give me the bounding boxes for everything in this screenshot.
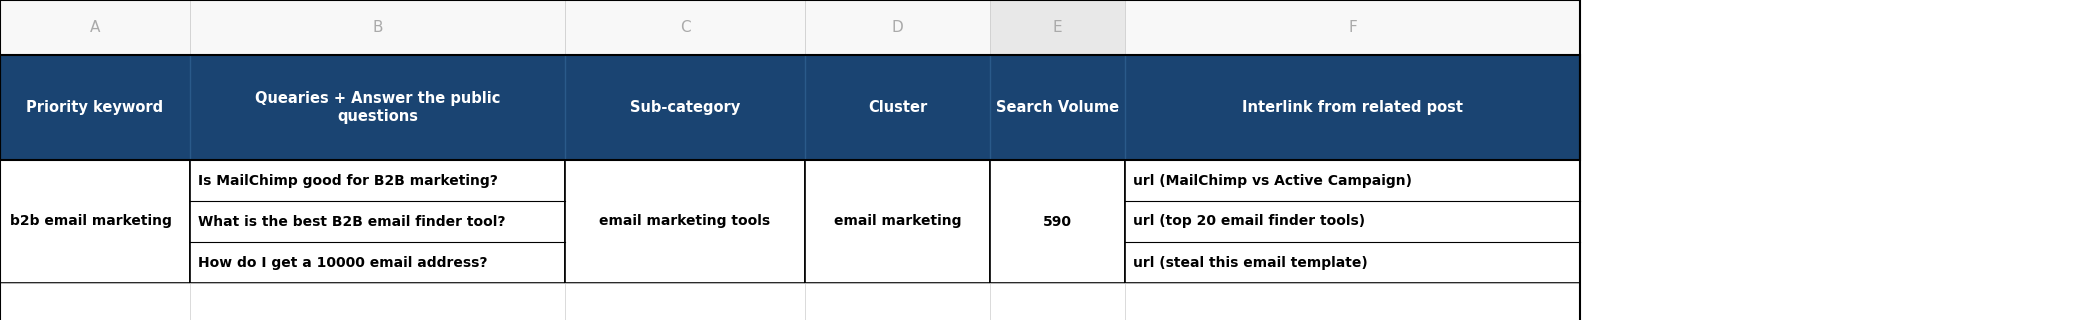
Bar xyxy=(190,0,565,55)
Text: 590: 590 xyxy=(1043,214,1072,228)
Text: Quearies + Answer the public
questions: Quearies + Answer the public questions xyxy=(254,91,501,124)
Text: How do I get a 10000 email address?: How do I get a 10000 email address? xyxy=(198,255,488,269)
Bar xyxy=(805,0,991,55)
Text: B: B xyxy=(371,20,382,35)
Bar xyxy=(805,283,991,320)
Text: b2b email marketing: b2b email marketing xyxy=(10,214,171,228)
Bar xyxy=(190,55,565,160)
Text: email marketing tools: email marketing tools xyxy=(599,214,770,228)
Bar xyxy=(0,55,1579,160)
Text: F: F xyxy=(1348,20,1356,35)
Text: url (steal this email template): url (steal this email template) xyxy=(1133,255,1368,269)
Bar xyxy=(991,55,1124,160)
Text: Search Volume: Search Volume xyxy=(995,100,1118,115)
Bar xyxy=(565,283,805,320)
Text: C: C xyxy=(680,20,690,35)
Text: E: E xyxy=(1053,20,1062,35)
Bar xyxy=(0,55,190,160)
Text: Cluster: Cluster xyxy=(868,100,926,115)
Bar xyxy=(190,283,565,320)
Text: What is the best B2B email finder tool?: What is the best B2B email finder tool? xyxy=(198,214,505,228)
Text: url (MailChimp vs Active Campaign): url (MailChimp vs Active Campaign) xyxy=(1133,173,1412,188)
Bar xyxy=(565,0,805,55)
Text: url (top 20 email finder tools): url (top 20 email finder tools) xyxy=(1133,214,1364,228)
Text: A: A xyxy=(90,20,100,35)
Text: Is MailChimp good for B2B marketing?: Is MailChimp good for B2B marketing? xyxy=(198,173,499,188)
Bar xyxy=(565,55,805,160)
Bar xyxy=(991,0,1124,55)
Bar xyxy=(0,0,190,55)
Bar xyxy=(1124,160,1579,283)
Bar xyxy=(991,283,1124,320)
Bar xyxy=(805,55,991,160)
Text: Sub-category: Sub-category xyxy=(630,100,741,115)
Text: Interlink from related post: Interlink from related post xyxy=(1241,100,1462,115)
Bar xyxy=(0,160,190,283)
Bar xyxy=(1124,283,1579,320)
Bar xyxy=(190,160,565,283)
Bar xyxy=(0,283,190,320)
Bar xyxy=(0,0,1579,320)
Bar xyxy=(805,160,991,283)
Text: email marketing: email marketing xyxy=(834,214,962,228)
Text: D: D xyxy=(891,20,903,35)
Bar xyxy=(565,160,805,283)
Bar xyxy=(991,160,1124,283)
Text: Priority keyword: Priority keyword xyxy=(27,100,163,115)
Bar xyxy=(1124,0,1579,55)
Bar xyxy=(1124,55,1579,160)
